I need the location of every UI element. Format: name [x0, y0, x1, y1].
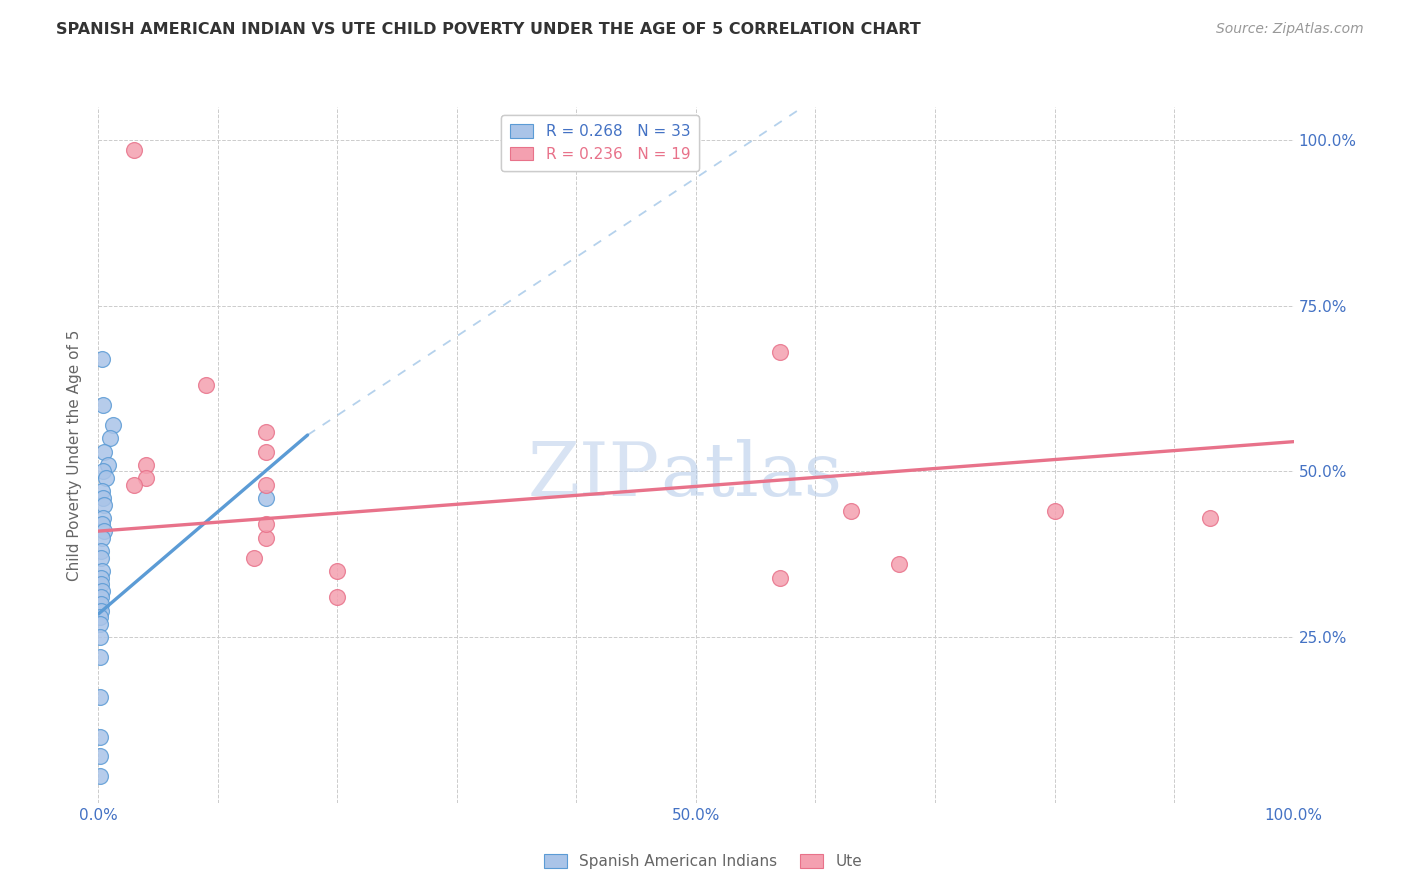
Point — [91, 465, 114, 479]
Legend: Spanish American Indians, Ute: Spanish American Indians, Ute — [538, 848, 868, 875]
Text: Source: ZipAtlas.com: Source: ZipAtlas.com — [1216, 22, 1364, 37]
Point — [326, 591, 349, 605]
Point — [90, 544, 112, 558]
Point — [124, 477, 146, 491]
Point — [768, 570, 790, 584]
Point — [254, 517, 277, 532]
Point — [91, 511, 114, 525]
Point — [89, 769, 111, 783]
Point — [254, 531, 277, 545]
Point — [89, 650, 111, 665]
Point — [243, 550, 266, 565]
Point — [124, 143, 146, 157]
Point — [98, 431, 122, 445]
Point — [90, 591, 112, 605]
Point — [841, 504, 863, 518]
Point — [91, 398, 114, 412]
Point — [91, 351, 114, 366]
Point — [91, 531, 114, 545]
Point — [89, 749, 111, 764]
Point — [89, 630, 111, 644]
Point — [90, 577, 112, 591]
Point — [89, 690, 111, 704]
Point — [254, 444, 277, 458]
Point — [94, 471, 117, 485]
Point — [93, 444, 115, 458]
Point — [91, 564, 114, 578]
Point — [97, 458, 120, 472]
Y-axis label: Child Poverty Under the Age of 5: Child Poverty Under the Age of 5 — [67, 329, 83, 581]
Point — [254, 477, 277, 491]
Point — [254, 491, 277, 505]
Point — [89, 730, 111, 744]
Point — [90, 604, 112, 618]
Point — [91, 491, 114, 505]
Point — [91, 583, 114, 598]
Point — [89, 610, 111, 624]
Point — [326, 564, 349, 578]
Legend: R = 0.268   N = 33, R = 0.236   N = 19: R = 0.268 N = 33, R = 0.236 N = 19 — [502, 115, 699, 170]
Point — [135, 458, 157, 472]
Point — [93, 498, 115, 512]
Text: atlas: atlas — [661, 439, 842, 512]
Point — [194, 378, 218, 392]
Point — [90, 570, 112, 584]
Text: ZIP: ZIP — [529, 439, 661, 512]
Text: SPANISH AMERICAN INDIAN VS UTE CHILD POVERTY UNDER THE AGE OF 5 CORRELATION CHAR: SPANISH AMERICAN INDIAN VS UTE CHILD POV… — [56, 22, 921, 37]
Point — [101, 418, 124, 433]
Point — [135, 471, 157, 485]
Point — [91, 517, 114, 532]
Point — [768, 345, 790, 359]
Point — [1198, 511, 1220, 525]
Point — [91, 484, 114, 499]
Point — [1043, 504, 1066, 518]
Point — [889, 558, 911, 572]
Point — [89, 616, 111, 631]
Point — [90, 550, 112, 565]
Point — [90, 597, 112, 611]
Point — [93, 524, 115, 538]
Point — [254, 425, 277, 439]
